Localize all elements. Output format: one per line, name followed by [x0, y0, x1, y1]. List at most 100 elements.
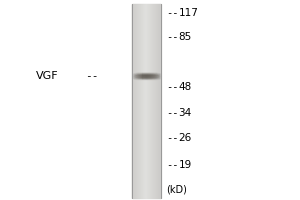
Bar — [146, 73, 147, 74]
Bar — [155, 75, 156, 76]
Bar — [148, 74, 149, 75]
Bar — [148, 4, 149, 198]
Bar — [132, 74, 133, 75]
Bar — [134, 73, 135, 74]
Bar — [142, 77, 143, 78]
Bar — [145, 74, 146, 75]
Bar — [135, 76, 136, 77]
Bar — [132, 4, 133, 198]
Bar — [140, 78, 141, 79]
Bar — [153, 4, 154, 198]
Bar — [153, 78, 154, 79]
Bar — [149, 72, 150, 73]
Bar — [159, 74, 160, 75]
Bar — [147, 74, 148, 75]
Bar — [136, 76, 137, 77]
Bar — [143, 75, 144, 76]
Bar — [141, 78, 142, 79]
Bar — [139, 73, 140, 74]
Bar — [146, 75, 147, 76]
Bar — [138, 73, 139, 74]
Bar — [151, 75, 152, 76]
Bar — [149, 75, 150, 76]
Bar — [154, 4, 155, 198]
Bar — [160, 76, 161, 77]
Bar — [145, 76, 146, 77]
Bar — [137, 4, 138, 198]
Bar — [144, 78, 145, 79]
Text: --: -- — [167, 32, 179, 42]
Bar — [143, 74, 144, 75]
Text: --: -- — [167, 108, 179, 118]
Bar — [145, 78, 146, 79]
Bar — [137, 73, 138, 74]
Bar — [133, 74, 134, 75]
Text: 26: 26 — [178, 133, 192, 143]
Bar — [138, 72, 139, 73]
Bar — [138, 76, 139, 77]
Bar — [135, 73, 136, 74]
Bar — [159, 76, 160, 77]
Bar — [147, 73, 148, 74]
Bar — [155, 77, 156, 78]
Bar — [136, 73, 137, 74]
Bar — [153, 72, 154, 73]
Bar — [149, 78, 150, 79]
Bar — [152, 77, 153, 78]
Bar — [143, 78, 144, 79]
Bar — [160, 4, 161, 198]
Bar — [152, 78, 153, 79]
Bar — [154, 4, 155, 198]
Bar — [133, 4, 134, 198]
Bar — [151, 74, 152, 75]
Bar — [142, 4, 143, 198]
Bar — [134, 78, 135, 79]
Bar — [155, 73, 156, 74]
Bar — [148, 76, 149, 77]
Bar — [142, 74, 143, 75]
Bar — [134, 75, 135, 76]
Bar — [143, 72, 144, 73]
Bar — [139, 4, 140, 198]
Text: --: -- — [85, 71, 99, 81]
Bar — [149, 74, 150, 75]
Bar — [151, 73, 152, 74]
Bar — [137, 76, 138, 77]
Bar — [145, 4, 146, 198]
Bar — [150, 74, 151, 75]
Bar — [139, 78, 140, 79]
Bar — [148, 77, 149, 78]
Bar — [140, 72, 141, 73]
Bar — [153, 73, 154, 74]
Bar — [152, 72, 153, 73]
Bar — [146, 72, 147, 73]
Bar — [142, 75, 143, 76]
Bar — [133, 77, 134, 78]
Bar — [158, 76, 159, 77]
Bar — [159, 75, 160, 76]
Bar — [148, 73, 149, 74]
Bar — [147, 72, 148, 73]
Bar — [160, 77, 161, 78]
Text: --: -- — [167, 8, 179, 18]
Bar — [135, 74, 136, 75]
Bar — [136, 4, 137, 198]
Bar — [149, 76, 150, 77]
Text: VGF: VGF — [36, 71, 58, 81]
Bar — [140, 77, 141, 78]
Bar — [143, 76, 144, 77]
Bar — [138, 78, 139, 79]
Bar — [136, 72, 137, 73]
Bar — [150, 75, 151, 76]
Bar — [135, 77, 136, 78]
Bar — [144, 75, 145, 76]
Text: --: -- — [167, 82, 179, 92]
Bar — [137, 75, 138, 76]
Text: 48: 48 — [178, 82, 192, 92]
Bar — [135, 4, 136, 198]
Bar — [136, 4, 137, 198]
Bar — [136, 74, 137, 75]
Text: --: -- — [167, 133, 179, 143]
Bar — [145, 72, 146, 73]
Bar — [141, 73, 142, 74]
